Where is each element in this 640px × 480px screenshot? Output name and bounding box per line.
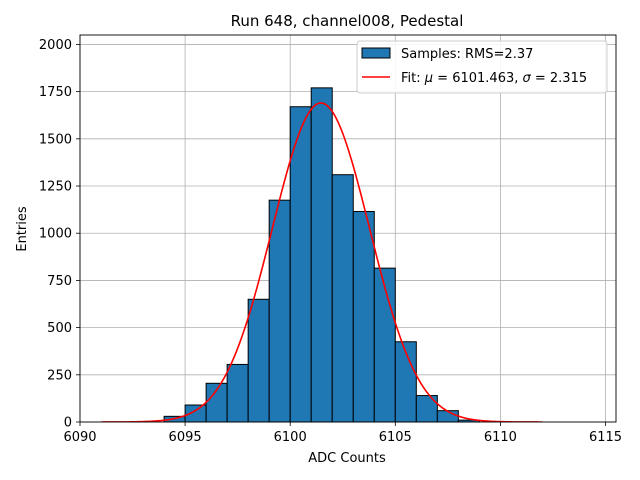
histogram-bar: [331, 174, 354, 423]
chart-title: Run 648, channel008, Pedestal: [231, 12, 464, 30]
legend-bar-swatch: [361, 47, 391, 59]
y-tick-label: 500: [47, 321, 72, 336]
x-tick-label: 6090: [63, 430, 96, 445]
y-tick-label: 1750: [39, 85, 72, 100]
x-axis-label: ADC Counts: [308, 451, 386, 466]
histogram-bar: [310, 87, 333, 423]
x-tick-label: 6095: [169, 430, 202, 445]
plot-frame: [79, 34, 617, 423]
y-axis-label: Entries: [15, 206, 30, 252]
histogram-bar: [247, 298, 270, 423]
histogram-bar: [436, 410, 459, 423]
y-tick-label: 1000: [39, 227, 72, 242]
histogram-bar: [268, 199, 291, 423]
histogram-bar: [289, 106, 312, 423]
y-tick-label: 0: [64, 416, 72, 431]
y-axis-ticks: 0 250 500 750 1000 1250 1500 1750 2000: [39, 38, 80, 431]
legend: Samples: RMS=2.37 Fit: μ = 6101.463, σ =…: [356, 40, 608, 94]
y-tick-label: 1500: [39, 132, 72, 147]
histogram-bar: [226, 363, 249, 423]
histogram-bar: [352, 211, 375, 423]
legend-samples-label: Samples: RMS=2.37: [401, 47, 533, 62]
legend-fit-label: Fit: μ = 6101.463, σ = 2.315: [401, 71, 587, 86]
y-tick-label: 750: [47, 274, 72, 289]
fit-curve: [101, 102, 543, 422]
x-tick-label: 6115: [589, 430, 622, 445]
x-tick-label: 6105: [379, 430, 412, 445]
x-tick-label: 6100: [274, 430, 307, 445]
y-tick-label: 250: [47, 368, 72, 383]
legend-box: [356, 40, 608, 94]
y-tick-label: 1250: [39, 180, 72, 195]
histogram-bar: [415, 395, 438, 423]
histogram-bar: [373, 267, 396, 423]
x-tick-label: 6110: [484, 430, 517, 445]
x-axis-ticks: 6090 6095 6100 6105 6110 6115: [63, 422, 622, 445]
y-tick-label: 2000: [39, 38, 72, 53]
